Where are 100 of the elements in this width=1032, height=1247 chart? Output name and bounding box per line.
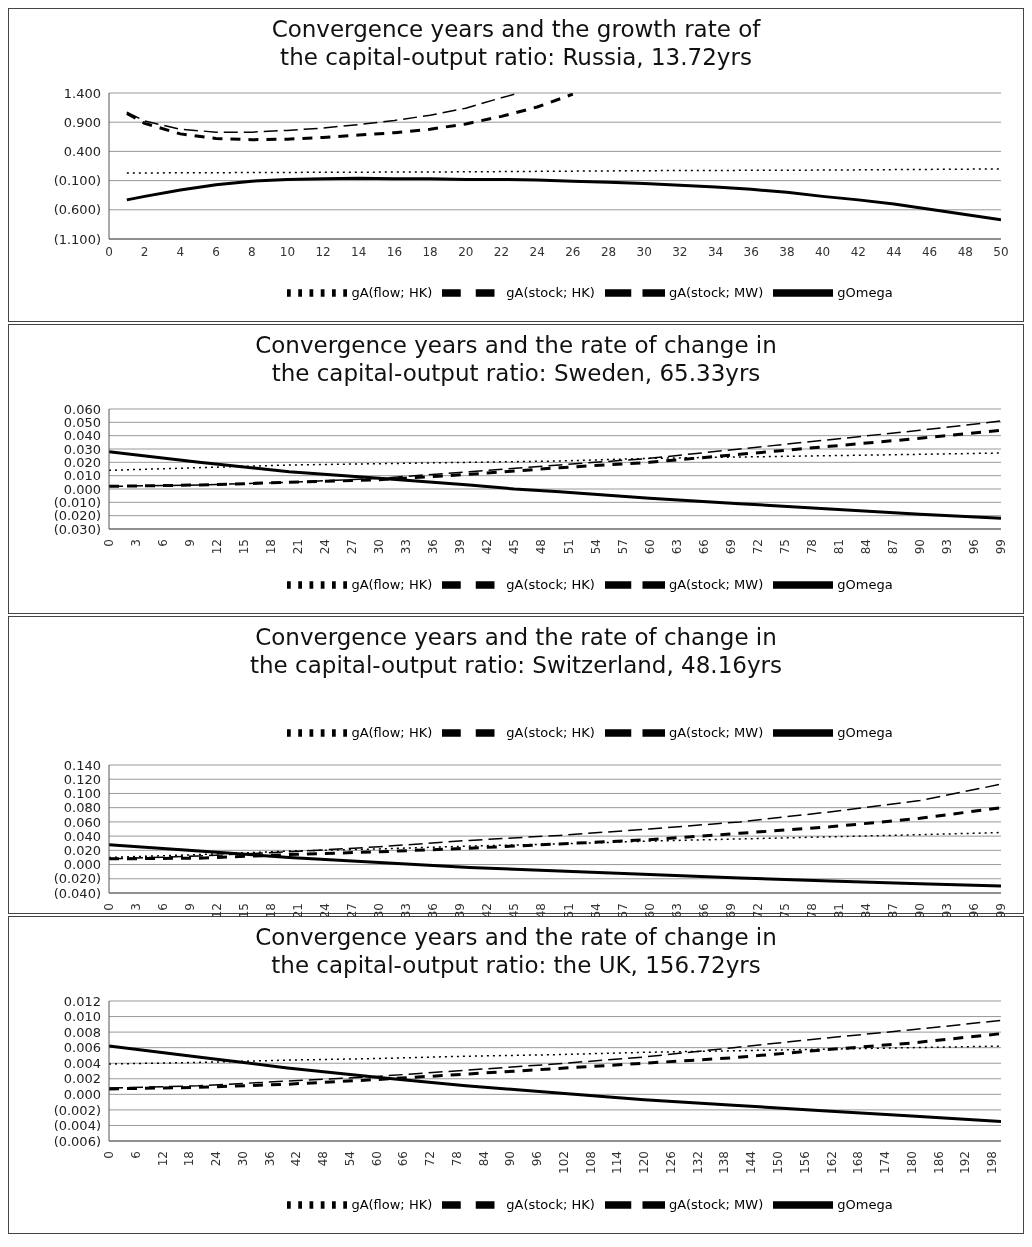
x-tick-label: 6 bbox=[156, 903, 171, 911]
x-tick-label: 24 bbox=[318, 903, 333, 919]
x-tick-label: 0 bbox=[102, 1151, 116, 1159]
legend-label: gA(flow; HK) bbox=[351, 724, 433, 740]
x-tick-label: 132 bbox=[690, 1151, 705, 1174]
x-tick-label: 150 bbox=[771, 1151, 785, 1174]
legend-label: gA(stock; HK) bbox=[506, 1196, 595, 1212]
y-tick-label: (0.010) bbox=[53, 494, 101, 510]
x-tick-label: 90 bbox=[503, 1151, 518, 1167]
y-tick-label: 0.040 bbox=[63, 828, 101, 844]
x-tick-label: 186 bbox=[931, 1151, 946, 1174]
x-tick-label: 48 bbox=[534, 539, 549, 555]
x-tick-label: 60 bbox=[642, 539, 657, 555]
x-tick-label: 54 bbox=[342, 1151, 357, 1167]
x-tick-label: 12 bbox=[210, 903, 225, 919]
x-tick-label: 72 bbox=[750, 539, 765, 555]
x-tick-label: 42 bbox=[850, 244, 866, 259]
y-tick-label: 0.010 bbox=[63, 1009, 101, 1025]
chart-title: Convergence years and the rate of change in the capital-output ratio: Sweden, 65.33yrs bbox=[254, 331, 778, 388]
x-tick-label: 120 bbox=[637, 1151, 652, 1174]
y-tick-label: 1.400 bbox=[63, 85, 101, 101]
y-tick-label: (0.006) bbox=[53, 1133, 101, 1149]
chart-title: Convergence years and the growth rate of the capital-output ratio: Russia, 13.72yrs bbox=[270, 15, 762, 72]
x-tick-label: 18 bbox=[264, 539, 279, 555]
x-tick-label: 42 bbox=[289, 1151, 304, 1167]
x-tick-label: 78 bbox=[804, 539, 819, 555]
x-tick-label: 63 bbox=[669, 539, 684, 555]
x-tick-label: 99 bbox=[994, 903, 1008, 919]
x-tick-label: 96 bbox=[966, 903, 981, 919]
x-tick-label: 108 bbox=[583, 1151, 598, 1174]
y-tick-label: 0.050 bbox=[63, 414, 101, 430]
x-tick-label: 54 bbox=[588, 539, 603, 555]
x-tick-label: 78 bbox=[804, 903, 819, 919]
x-tick-label: 69 bbox=[723, 539, 738, 555]
x-tick-label: 3 bbox=[129, 539, 144, 547]
x-tick-label: 57 bbox=[615, 903, 630, 919]
x-tick-label: 36 bbox=[743, 244, 759, 259]
y-tick-label: 0.140 bbox=[63, 757, 101, 773]
y-tick-label: 0.000 bbox=[63, 481, 101, 497]
x-tick-label: 75 bbox=[777, 539, 792, 555]
x-tick-label: 39 bbox=[453, 903, 468, 919]
x-tick-label: 27 bbox=[345, 539, 360, 555]
y-tick-label: 0.030 bbox=[63, 441, 101, 457]
y-tick-label: (0.020) bbox=[53, 871, 101, 887]
x-tick-label: 156 bbox=[797, 1151, 812, 1174]
legend-label: gA(stock; MW) bbox=[668, 284, 764, 300]
x-tick-label: 18 bbox=[422, 244, 438, 259]
x-tick-label: 16 bbox=[386, 244, 403, 259]
x-tick-label: 0 bbox=[102, 903, 116, 911]
x-tick-label: 24 bbox=[318, 539, 333, 555]
x-tick-label: 78 bbox=[449, 1151, 464, 1167]
y-tick-label: 0.000 bbox=[63, 1086, 101, 1102]
x-tick-label: 180 bbox=[904, 1151, 919, 1174]
x-tick-label: 36 bbox=[426, 903, 441, 919]
x-tick-label: 9 bbox=[183, 903, 198, 911]
x-tick-label: 45 bbox=[507, 539, 522, 555]
x-tick-label: 93 bbox=[939, 903, 954, 919]
x-tick-label: 51 bbox=[561, 539, 576, 555]
y-tick-label: 0.060 bbox=[63, 814, 101, 830]
x-tick-label: 36 bbox=[426, 539, 441, 555]
x-tick-label: 63 bbox=[669, 903, 684, 919]
x-tick-label: 48 bbox=[316, 1151, 331, 1167]
x-tick-label: 32 bbox=[672, 244, 688, 259]
x-tick-label: 27 bbox=[345, 903, 360, 919]
legend-label: gA(stock; MW) bbox=[668, 1196, 764, 1212]
y-tick-label: 0.020 bbox=[63, 842, 101, 858]
x-tick-label: 21 bbox=[291, 539, 306, 555]
x-tick-label: 34 bbox=[707, 244, 724, 259]
x-tick-label: 50 bbox=[993, 244, 1009, 259]
y-tick-label: 0.002 bbox=[63, 1071, 101, 1087]
y-tick-label: (0.020) bbox=[53, 508, 101, 524]
x-tick-label: 99 bbox=[994, 539, 1008, 555]
x-tick-label: 15 bbox=[237, 539, 252, 555]
y-tick-label: 0.040 bbox=[63, 428, 101, 444]
legend-label: gA(stock; MW) bbox=[668, 576, 764, 592]
legend-label: gA(flow; HK) bbox=[351, 284, 433, 300]
x-tick-label: 114 bbox=[610, 1151, 625, 1174]
x-tick-label: 90 bbox=[912, 539, 927, 555]
y-tick-label: (0.100) bbox=[53, 173, 101, 189]
legend-label: gA(stock; MW) bbox=[668, 724, 764, 740]
x-tick-label: 39 bbox=[453, 539, 468, 555]
x-tick-label: 10 bbox=[279, 244, 296, 259]
x-tick-label: 0 bbox=[105, 244, 113, 259]
x-tick-label: 66 bbox=[696, 903, 711, 919]
y-tick-label: (0.600) bbox=[53, 202, 101, 218]
x-tick-label: 15 bbox=[237, 903, 252, 919]
y-tick-label: 0.020 bbox=[63, 454, 101, 470]
x-tick-label: 84 bbox=[476, 1151, 491, 1167]
y-tick-label: (0.030) bbox=[53, 521, 101, 537]
y-tick-label: 0.100 bbox=[63, 786, 101, 802]
x-tick-label: 90 bbox=[912, 903, 927, 919]
x-tick-label: 6 bbox=[156, 539, 171, 547]
x-tick-label: 174 bbox=[878, 1151, 893, 1174]
x-tick-label: 28 bbox=[600, 244, 617, 259]
x-tick-label: 81 bbox=[831, 903, 846, 919]
y-tick-label: 0.080 bbox=[63, 800, 101, 816]
x-tick-label: 69 bbox=[723, 903, 738, 919]
x-tick-label: 44 bbox=[886, 244, 902, 259]
x-tick-label: 72 bbox=[750, 903, 765, 919]
x-tick-label: 87 bbox=[885, 539, 900, 555]
